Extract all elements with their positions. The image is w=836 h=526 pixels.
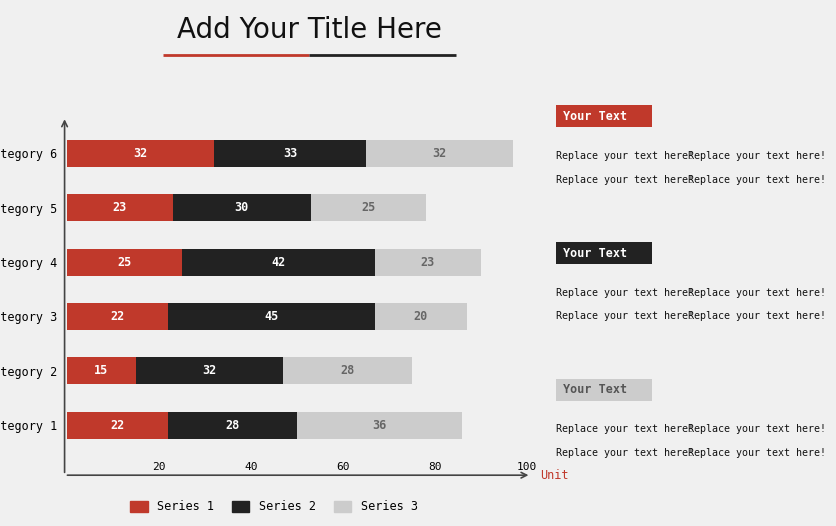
Text: 30: 30 <box>234 201 249 214</box>
Text: 23: 23 <box>421 256 435 269</box>
Text: 20: 20 <box>414 310 428 323</box>
Bar <box>67 411 168 439</box>
Text: Replace your text here!: Replace your text here! <box>688 288 826 298</box>
Bar <box>214 140 366 167</box>
Text: 23: 23 <box>113 201 127 214</box>
Bar <box>135 357 283 385</box>
Text: 28: 28 <box>340 365 354 377</box>
Text: Replace your text here!: Replace your text here! <box>688 311 826 321</box>
Text: Replace your text here!: Replace your text here! <box>688 151 826 161</box>
Bar <box>67 357 135 385</box>
Bar <box>310 194 426 221</box>
Text: Add Your Title Here: Add Your Title Here <box>177 16 441 44</box>
Bar <box>181 249 375 276</box>
Bar <box>67 140 214 167</box>
Text: Replace your text here!: Replace your text here! <box>556 448 694 458</box>
Bar <box>297 411 462 439</box>
Bar <box>172 194 310 221</box>
Bar <box>375 249 481 276</box>
Bar <box>283 357 411 385</box>
Text: Replace your text here!: Replace your text here! <box>688 175 826 185</box>
Bar <box>67 303 168 330</box>
Text: Replace your text here!: Replace your text here! <box>556 424 694 434</box>
Text: Replace your text here!: Replace your text here! <box>556 311 694 321</box>
Text: Replace your text here!: Replace your text here! <box>556 151 694 161</box>
Text: 36: 36 <box>372 419 387 432</box>
Text: Replace your text here!: Replace your text here! <box>556 288 694 298</box>
Text: 25: 25 <box>117 256 131 269</box>
Text: Replace your text here!: Replace your text here! <box>688 448 826 458</box>
Text: Replace your text here!: Replace your text here! <box>688 424 826 434</box>
Bar <box>366 140 512 167</box>
Text: 32: 32 <box>432 147 446 160</box>
Text: Replace your text here!: Replace your text here! <box>556 175 694 185</box>
Text: Your Text: Your Text <box>563 110 627 123</box>
Text: 28: 28 <box>225 419 240 432</box>
Text: 22: 22 <box>110 419 125 432</box>
Bar <box>168 303 375 330</box>
Bar <box>375 303 466 330</box>
Bar <box>67 194 172 221</box>
Text: 33: 33 <box>283 147 297 160</box>
Text: 32: 32 <box>202 365 217 377</box>
Bar <box>67 249 181 276</box>
Text: Your Text: Your Text <box>563 383 627 396</box>
Text: 45: 45 <box>264 310 278 323</box>
Text: Your Text: Your Text <box>563 247 627 259</box>
Text: 42: 42 <box>271 256 286 269</box>
Text: 32: 32 <box>133 147 148 160</box>
Text: 25: 25 <box>361 201 375 214</box>
Text: 15: 15 <box>94 365 109 377</box>
Text: Unit: Unit <box>540 469 569 482</box>
Legend: Series 1, Series 2, Series 3: Series 1, Series 2, Series 3 <box>125 496 422 518</box>
Text: 22: 22 <box>110 310 125 323</box>
Bar <box>168 411 297 439</box>
